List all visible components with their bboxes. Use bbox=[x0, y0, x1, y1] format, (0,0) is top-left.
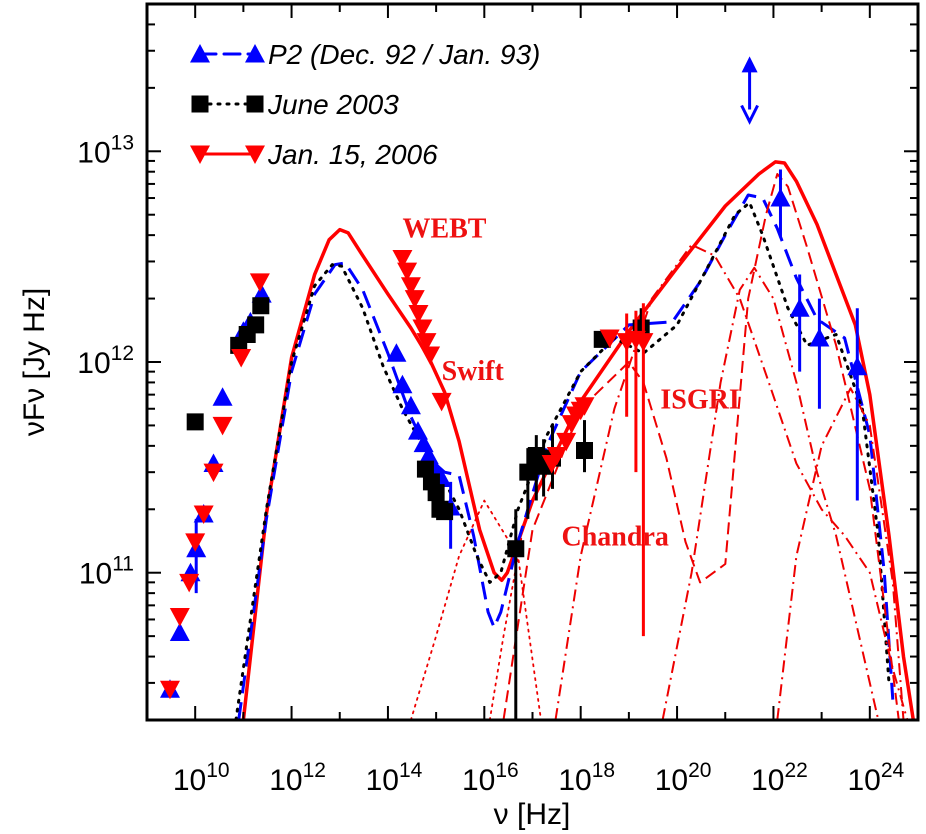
triangle-up-point bbox=[169, 622, 190, 642]
square-point bbox=[576, 442, 594, 460]
triangle-down-point bbox=[392, 249, 413, 269]
y-tick-labels: 1011 1012 1013 bbox=[77, 131, 134, 590]
legend: P2 (Dec. 92 / Jan. 93) June 2003 Jan. 15, … bbox=[190, 39, 540, 170]
triangle-up-point bbox=[400, 395, 421, 415]
legend-marker bbox=[246, 95, 264, 113]
triangle-down-point bbox=[420, 346, 441, 365]
triangle-down-point bbox=[556, 432, 577, 452]
triangle-down-point bbox=[412, 319, 433, 338]
axis-ticks bbox=[146, 3, 919, 721]
x-tick-labels: 1010 1012 1014 1016 1018 1020 1022 1024 bbox=[173, 759, 905, 797]
triangle-down-point bbox=[169, 607, 190, 627]
annotations: WEBT Swift ISGRI Chandra bbox=[402, 213, 739, 552]
triangle-down-point bbox=[231, 349, 252, 368]
annotation-swift: Swift bbox=[442, 356, 505, 387]
square-point bbox=[186, 413, 204, 431]
model-curves bbox=[234, 160, 916, 720]
x-tick-label: 1024 bbox=[847, 759, 904, 797]
x-tick-label: 1012 bbox=[269, 759, 326, 797]
legend-label: P2 (Dec. 92 / Jan. 93) bbox=[268, 39, 540, 70]
legend-marker bbox=[191, 95, 209, 113]
triangle-down-point bbox=[212, 416, 233, 436]
triangle-down-point bbox=[400, 277, 421, 296]
triangle-up-point bbox=[770, 188, 791, 207]
triangle-down-point bbox=[185, 533, 206, 552]
x-tick-label: 1016 bbox=[462, 759, 519, 797]
triangle-up-point bbox=[212, 387, 233, 406]
model-curve-8 bbox=[661, 266, 880, 720]
y-tick-label: 1012 bbox=[77, 342, 134, 380]
y-tick-label: 1013 bbox=[77, 131, 134, 169]
data-points bbox=[159, 56, 868, 720]
x-tick-label: 1014 bbox=[366, 759, 423, 797]
triangle-down-point bbox=[599, 329, 620, 348]
y-tick-label: 1011 bbox=[79, 553, 134, 591]
model-curve-6 bbox=[502, 173, 900, 720]
model-curve-4 bbox=[410, 499, 542, 720]
model-curve-1 bbox=[241, 160, 916, 720]
triangle-up-point bbox=[789, 298, 810, 317]
triangle-up-point bbox=[386, 343, 407, 362]
x-tick-label: 1020 bbox=[655, 759, 712, 797]
square-point bbox=[427, 484, 445, 502]
triangle-down-point bbox=[416, 333, 437, 352]
up-arrow-head bbox=[741, 56, 758, 73]
x-axis-title: ν [Hz] bbox=[494, 798, 571, 831]
triangle-down-point bbox=[249, 273, 270, 292]
legend-label: June 2003 bbox=[267, 89, 399, 120]
triangle-down-point bbox=[633, 333, 654, 352]
square-point bbox=[252, 297, 270, 315]
legend-marker bbox=[190, 145, 210, 164]
triangle-down-point bbox=[203, 463, 224, 483]
triangle-down-point bbox=[546, 446, 567, 466]
model-curve-3 bbox=[234, 201, 891, 720]
down-arrow-head bbox=[740, 104, 759, 125]
triangle-down-point bbox=[431, 392, 452, 412]
x-tick-label: 1022 bbox=[751, 759, 808, 797]
legend-marker bbox=[245, 145, 265, 164]
legend-marker bbox=[245, 44, 265, 63]
triangle-down-point bbox=[408, 304, 429, 324]
x-tick-label: 1018 bbox=[558, 759, 615, 797]
triangle-down-point bbox=[193, 505, 214, 524]
annotation-webt: WEBT bbox=[402, 213, 486, 244]
triangle-down-point bbox=[397, 262, 418, 282]
square-point bbox=[519, 463, 537, 481]
triangle-up-point bbox=[847, 356, 868, 376]
model-curve-7 bbox=[554, 243, 909, 720]
x-tick-label: 1010 bbox=[173, 759, 230, 797]
square-point bbox=[247, 316, 265, 334]
square-point bbox=[436, 503, 454, 521]
triangle-down-point bbox=[574, 397, 595, 416]
triangle-up-point bbox=[809, 327, 830, 347]
y-axis-title: νFν [Jy Hz] bbox=[18, 288, 51, 436]
square-point bbox=[507, 540, 525, 558]
annotation-chandra: Chandra bbox=[562, 521, 669, 552]
legend-marker bbox=[190, 44, 210, 63]
triangle-up-point bbox=[392, 374, 413, 394]
triangle-down-point bbox=[159, 680, 180, 700]
annotation-isgri: ISGRI bbox=[660, 385, 739, 416]
triangle-down-point bbox=[404, 290, 425, 309]
triangle-down-point bbox=[179, 573, 200, 593]
legend-label: Jan. 15, 2006 bbox=[267, 139, 438, 170]
model-curve-9 bbox=[776, 387, 905, 720]
